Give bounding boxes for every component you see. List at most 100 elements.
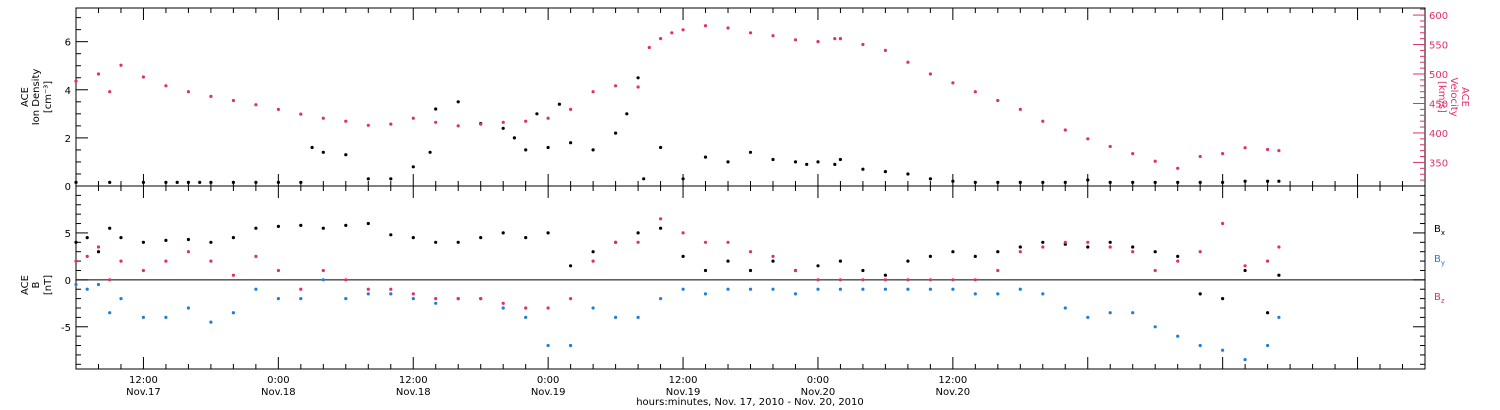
by-point (1018, 287, 1022, 291)
by-point (591, 306, 595, 310)
density-ylabel: ACE Ion Density [cm⁻³] (20, 69, 54, 126)
bx-point (1153, 250, 1157, 254)
bx-point (366, 221, 370, 226)
bx-point (524, 236, 528, 240)
bz-point (793, 268, 798, 273)
bottom-panel-frame (75, 185, 1426, 370)
density-point (636, 76, 640, 80)
bz-point (96, 245, 101, 249)
velocity-point (793, 38, 798, 42)
bx-point (906, 259, 910, 263)
by-point (546, 343, 550, 348)
bz-point (1086, 240, 1090, 244)
velocity-point (703, 24, 708, 28)
density-point (996, 180, 1000, 184)
by-point (141, 315, 145, 319)
bx-point (703, 268, 708, 273)
velocity-point (1018, 107, 1022, 111)
density-tick-label: 2 (65, 134, 71, 145)
bx-point (569, 264, 573, 268)
density-point (1221, 180, 1225, 184)
density-point (861, 167, 865, 171)
velocity-point (164, 84, 168, 88)
by-point (681, 287, 685, 291)
density-point (906, 172, 910, 176)
density-point (1086, 178, 1090, 182)
x-tick-time-label: 0:00 (807, 375, 829, 386)
velocity-point (647, 45, 651, 50)
bx-point (74, 240, 78, 244)
bz-point (546, 306, 550, 310)
top-panel-frame (75, 7, 1426, 187)
bx-point (1243, 268, 1247, 273)
bz-point (209, 259, 213, 263)
bz-point (1041, 245, 1045, 249)
bx-point (591, 250, 595, 254)
bz-point (1198, 250, 1202, 254)
density-point (1131, 180, 1135, 184)
velocity-point (501, 120, 505, 124)
density-point (231, 180, 235, 184)
bz-point (276, 268, 280, 273)
bz-point (591, 259, 595, 263)
velocity-point (344, 119, 348, 123)
density-ylabel-line3: [cm⁻³] (43, 81, 54, 113)
density-point (456, 100, 460, 104)
bz-point (344, 278, 348, 282)
density-point (805, 162, 809, 166)
density-point (659, 145, 663, 150)
bx-point (411, 236, 415, 240)
legend-bx: Bx (1434, 224, 1445, 237)
velocity-point (816, 40, 820, 44)
bz-point (434, 297, 438, 301)
density-point (625, 112, 629, 116)
by-point (861, 287, 865, 291)
bx-point (321, 226, 325, 230)
by-point (906, 287, 910, 291)
density-point (141, 180, 145, 184)
bx-point (209, 240, 213, 244)
bz-point (299, 287, 303, 291)
velocity-point (928, 72, 933, 76)
density-point (276, 180, 280, 184)
by-point (344, 297, 348, 301)
bz-point (1266, 259, 1270, 263)
velocity-point (1041, 119, 1045, 123)
bx-point (816, 264, 820, 268)
by-point (299, 297, 303, 301)
x-tick-date-label: Nov.17 (126, 387, 161, 398)
by-point (951, 287, 955, 291)
by-point (411, 297, 415, 301)
velocity-point (771, 34, 775, 38)
density-point (389, 177, 393, 181)
bz-point (108, 278, 112, 282)
by-point (1266, 343, 1270, 348)
bx-point (838, 259, 843, 263)
density-point (973, 180, 977, 184)
x-tick-date-label: Nov.19 (531, 387, 566, 398)
by-point (928, 287, 933, 291)
bz-point (1176, 259, 1180, 263)
bz-point (1131, 250, 1135, 254)
velocity-point (1221, 152, 1225, 156)
bx-point (1198, 292, 1202, 296)
velocity-ylabel-line2: Velocity (1448, 77, 1459, 116)
by-point (614, 315, 618, 319)
bz-point (659, 217, 663, 221)
velocity-point (411, 116, 415, 120)
velocity-point (659, 37, 663, 41)
x-tick-time-label: 0:00 (267, 375, 289, 386)
by-point (1108, 311, 1112, 315)
velocity-point (614, 84, 618, 88)
bz-point (771, 254, 775, 258)
velocity-point (546, 116, 550, 120)
density-point (816, 160, 820, 164)
density-point (614, 131, 618, 135)
bz-point (1063, 240, 1067, 244)
data-points-group (74, 24, 1281, 362)
velocity-point (591, 90, 595, 94)
bx-point (681, 254, 685, 258)
density-tick-label: 4 (65, 86, 71, 97)
density-point (681, 177, 685, 181)
by-point (74, 282, 78, 287)
